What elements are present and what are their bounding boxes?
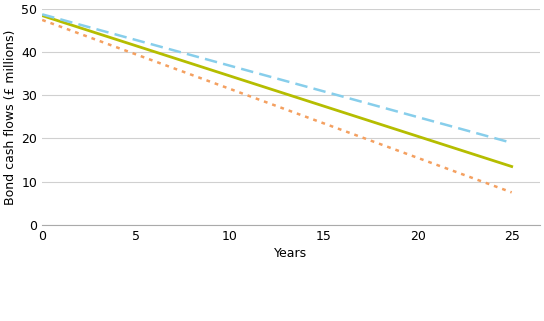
Y-axis label: Bond cash flows (£ millions): Bond cash flows (£ millions) <box>4 29 17 204</box>
Legend: GAD projected
mortality, High
mortality, Low
mortality: GAD projected mortality, High mortality,… <box>109 317 473 321</box>
X-axis label: Years: Years <box>275 247 307 260</box>
